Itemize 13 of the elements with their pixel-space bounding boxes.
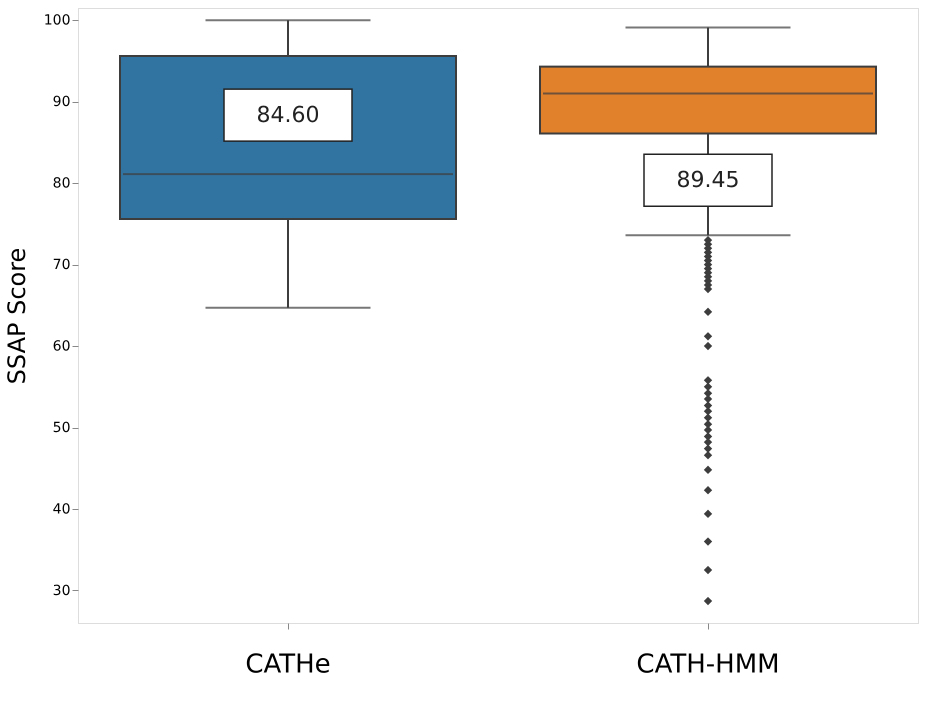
annotation: 84.60 — [256, 103, 320, 128]
y-tick-label: 70 — [52, 257, 70, 274]
y-tick-label: 30 — [52, 582, 70, 599]
y-tick-label: 90 — [52, 94, 70, 110]
y-tick-label: 60 — [52, 338, 70, 355]
y-axis-title: SSAP Score — [2, 248, 31, 384]
y-tick-label: 40 — [52, 501, 70, 518]
y-tick-label: 80 — [52, 176, 70, 192]
annotation: 89.45 — [676, 168, 740, 194]
x-tick-label: CATH-HMM — [636, 650, 780, 680]
y-tick-label: 50 — [52, 420, 70, 436]
y-tick-label: 100 — [44, 12, 70, 29]
x-tick-label: CATHe — [245, 650, 331, 680]
